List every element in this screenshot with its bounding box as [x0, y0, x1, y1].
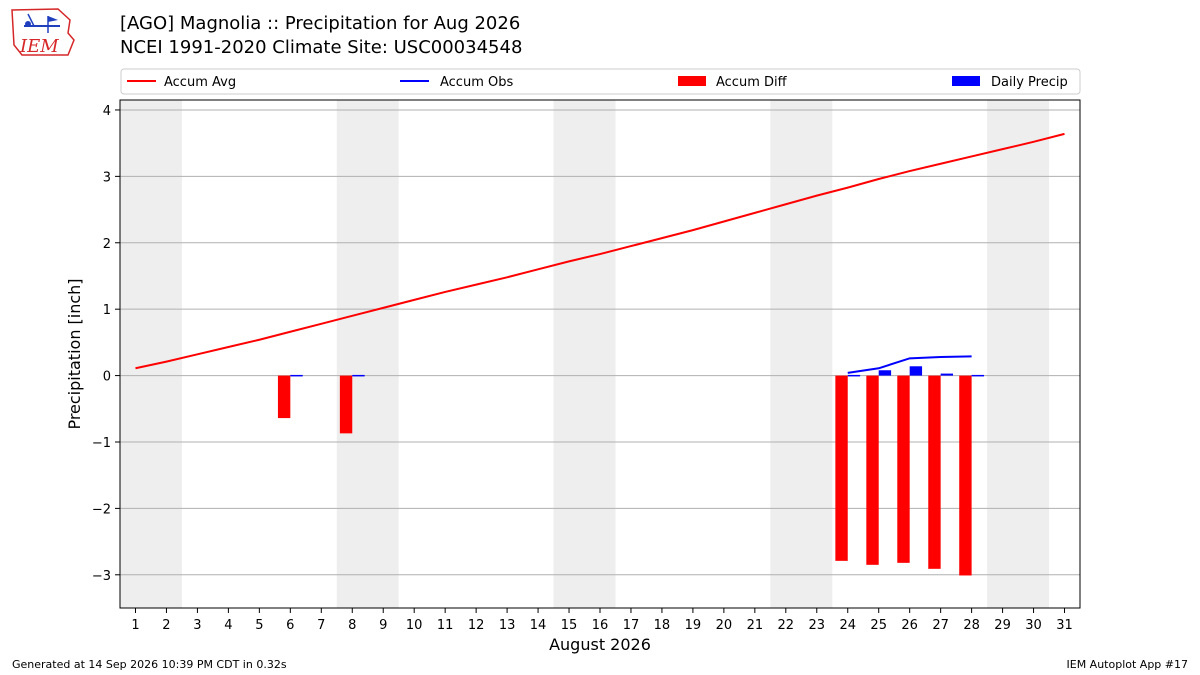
daily-precip-bar	[940, 373, 954, 376]
chart-title: [AGO] Magnolia :: Precipitation for Aug …	[120, 13, 521, 34]
daily-precip-bar	[352, 374, 365, 377]
x-tick-label: 20	[716, 618, 733, 633]
weekend-shade	[120, 100, 182, 608]
x-tick-label: 30	[1025, 618, 1042, 633]
accum-diff-bar	[866, 375, 879, 565]
y-tick-label: 3	[103, 170, 111, 185]
x-tick-label: 12	[468, 618, 485, 633]
y-tick-label: 1	[103, 303, 111, 318]
x-tick-label: 16	[592, 618, 609, 633]
x-tick-label: 2	[162, 618, 170, 633]
legend-swatch	[678, 76, 706, 86]
x-tick-label: 9	[379, 618, 387, 633]
weekend-shade	[987, 100, 1050, 608]
app-label: IEM Autoplot App #17	[1066, 658, 1189, 671]
x-tick-label: 28	[963, 618, 980, 633]
y-tick-label: −1	[92, 436, 111, 451]
x-tick-label: 29	[994, 618, 1011, 633]
x-tick-label: 24	[839, 618, 856, 633]
y-tick-label: 2	[103, 237, 111, 252]
generated-timestamp: Generated at 14 Sep 2026 10:39 PM CDT in…	[12, 658, 287, 671]
x-tick-label: 1	[131, 618, 139, 633]
y-tick-label: 0	[103, 370, 111, 385]
daily-precip-bar	[847, 374, 861, 377]
x-tick-label: 11	[437, 618, 454, 633]
accum-diff-bar	[897, 375, 910, 563]
legend-label: Accum Avg	[164, 75, 236, 90]
x-tick-label: 22	[778, 618, 795, 633]
daily-precip-bar	[909, 366, 923, 376]
x-tick-label: 5	[255, 618, 263, 633]
x-axis-label: August 2026	[549, 635, 651, 654]
x-tick-label: 4	[224, 618, 232, 633]
iem-logo: IEM	[11, 8, 75, 57]
x-tick-label: 19	[685, 618, 702, 633]
accum-diff-bar	[339, 375, 353, 434]
accum-obs-line	[847, 355, 972, 374]
chart-legend: Accum Avg Accum Obs Accum Diff Daily Precip	[120, 68, 1081, 95]
accum-diff-bar	[835, 375, 848, 561]
x-tick-label: 25	[870, 618, 887, 633]
x-tick-label: 7	[317, 618, 325, 633]
x-tick-label: 27	[932, 618, 949, 633]
y-tick-label: 4	[103, 104, 111, 119]
x-tick-label: 31	[1056, 618, 1073, 633]
logo-text: IEM	[19, 36, 59, 57]
y-tick-label: −2	[92, 502, 111, 517]
x-tick-label: 21	[747, 618, 764, 633]
y-tick-label: −3	[92, 569, 111, 584]
x-tick-label: 18	[654, 618, 671, 633]
weekend-shade	[770, 100, 833, 608]
accum-diff-bar	[928, 375, 941, 569]
accum-diff-bar	[277, 375, 291, 419]
daily-precip-bar	[971, 374, 984, 377]
x-tick-label: 15	[561, 618, 578, 633]
x-tick-label: 23	[809, 618, 826, 633]
daily-precip-bar	[878, 370, 892, 376]
legend-box	[120, 68, 1081, 95]
x-tick-label: 26	[901, 618, 918, 633]
chart-subtitle: NCEI 1991-2020 Climate Site: USC00034548	[120, 37, 523, 58]
x-tick-label: 3	[193, 618, 201, 633]
x-tick-label: 10	[406, 618, 423, 633]
daily-precip-bar	[290, 374, 303, 377]
x-tick-label: 17	[623, 618, 640, 633]
y-axis-label: Precipitation [inch]	[65, 278, 84, 429]
accum-diff-bar	[959, 375, 972, 576]
x-tick-label: 13	[499, 618, 516, 633]
weekend-shade	[336, 100, 399, 608]
legend-label: Daily Precip	[991, 75, 1068, 90]
legend-label: Accum Obs	[440, 75, 513, 90]
x-tick-label: 14	[530, 618, 547, 633]
legend-label: Accum Diff	[716, 75, 788, 90]
x-tick-label: 8	[348, 618, 356, 633]
legend-swatch	[952, 76, 980, 86]
accum-avg-line	[135, 132, 1065, 370]
x-tick-label: 6	[286, 618, 294, 633]
weekend-shade	[553, 100, 616, 608]
plot-frame	[119, 99, 1081, 609]
